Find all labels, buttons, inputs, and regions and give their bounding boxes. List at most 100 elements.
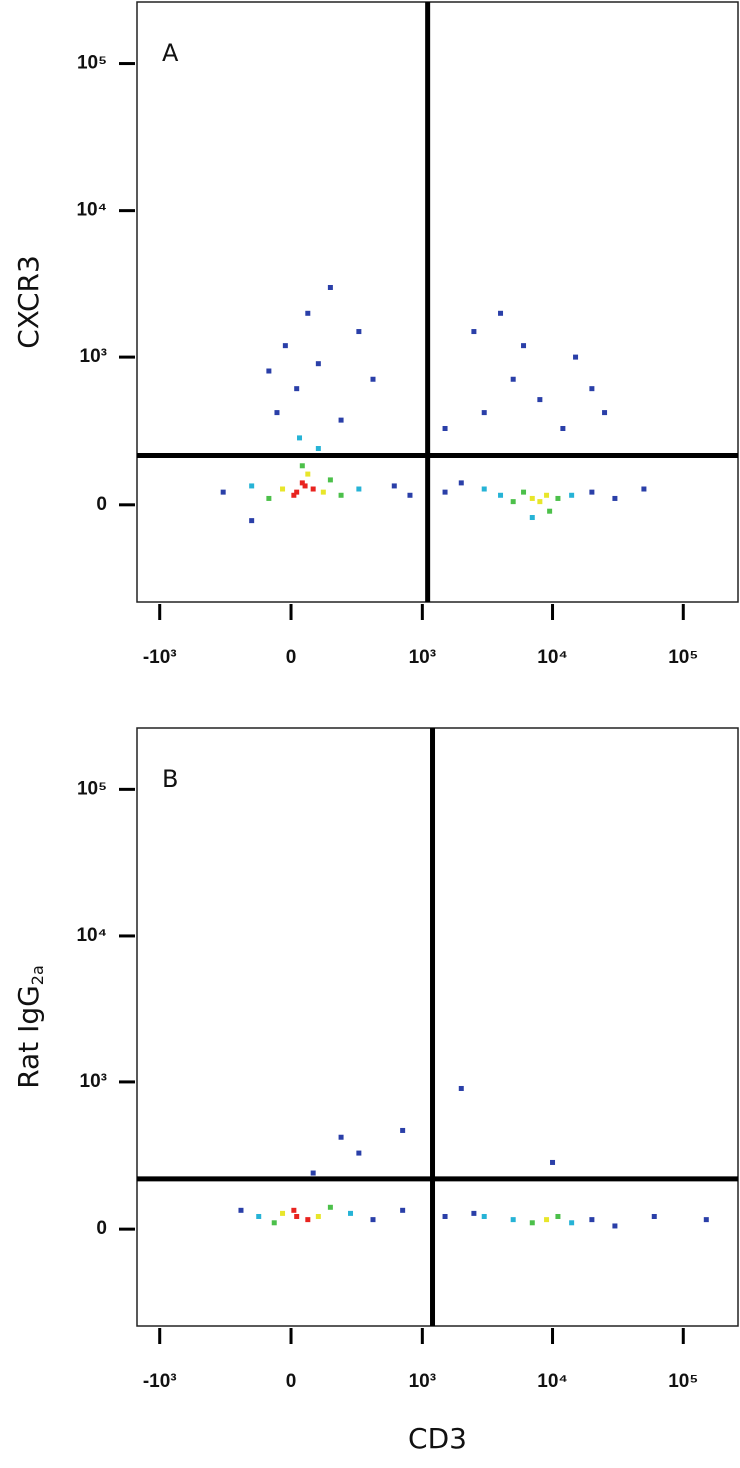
event-dot <box>471 329 477 335</box>
event-dot <box>280 1210 286 1216</box>
event-dot <box>612 1223 618 1229</box>
event-dot <box>510 1217 516 1223</box>
event-dot <box>327 1204 333 1210</box>
event-dot <box>442 425 448 431</box>
event-dot <box>356 1150 362 1156</box>
event-dot <box>481 1213 487 1219</box>
event-dot <box>370 1217 376 1223</box>
event-dot <box>589 386 595 392</box>
event-dot <box>400 1127 406 1133</box>
event-dot <box>315 361 321 367</box>
y-tick-label: 10⁴ <box>76 925 107 946</box>
event-dot <box>442 1213 448 1219</box>
x-tick-label: 10³ <box>409 647 436 668</box>
event-dot <box>338 417 344 423</box>
event-dot <box>498 492 504 498</box>
event-dot <box>271 1220 277 1226</box>
plot-frame <box>136 727 739 1327</box>
event-dot <box>315 446 321 452</box>
event-dot <box>320 489 326 495</box>
event-dot <box>521 489 527 495</box>
event-dot <box>602 410 608 416</box>
event-dot <box>703 1217 709 1223</box>
event-dot <box>458 1085 464 1091</box>
event-dot <box>537 397 543 403</box>
event-dot <box>291 492 297 498</box>
event-dot <box>400 1207 406 1213</box>
event-dot <box>391 483 397 489</box>
event-dot <box>370 376 376 382</box>
event-dot <box>521 343 527 349</box>
event-dot <box>442 489 448 495</box>
event-dot <box>555 1213 561 1219</box>
event-dot <box>589 489 595 495</box>
x-tick-label: 10³ <box>409 1371 436 1392</box>
event-dot <box>544 492 550 498</box>
event-dot <box>305 310 311 316</box>
event-dot <box>338 1134 344 1140</box>
event-dot <box>407 492 413 498</box>
event-dot <box>651 1213 657 1219</box>
x-tick-label: 10⁵ <box>668 1371 698 1392</box>
y-tick-label: 10³ <box>80 1071 107 1092</box>
event-dot <box>305 471 311 477</box>
x-tick-label: -10³ <box>143 1371 177 1392</box>
event-dot <box>481 410 487 416</box>
x-tick-label: 10⁴ <box>537 647 568 668</box>
x-axis-title: CD3 <box>408 1422 467 1455</box>
event-dot <box>310 1170 316 1176</box>
event-dot <box>299 480 305 486</box>
y-tick-label: 10⁵ <box>77 778 107 799</box>
event-dot <box>529 1220 535 1226</box>
panel-label: A <box>162 39 179 67</box>
event-dot <box>560 425 566 431</box>
event-dot <box>274 410 280 416</box>
x-tick-label: 0 <box>286 1371 297 1392</box>
event-dot <box>544 1217 550 1223</box>
event-dot <box>310 486 316 492</box>
event-dot <box>302 483 308 489</box>
y-axis-title-text: CXCR3 <box>12 255 45 349</box>
y-axis-title-subscript: 2a <box>28 965 47 985</box>
event-dot <box>481 486 487 492</box>
event-dot <box>238 1207 244 1213</box>
event-dot <box>315 1213 321 1219</box>
event-dot <box>458 480 464 486</box>
event-dot <box>249 483 255 489</box>
x-tick-label: -10³ <box>143 647 177 668</box>
y-tick-label: 10⁴ <box>76 200 107 221</box>
plot-frame <box>136 1 739 603</box>
y-tick-label: 10⁵ <box>77 53 107 74</box>
panel-label: B <box>162 765 178 793</box>
event-dot <box>547 508 553 514</box>
y-axis-title: CXCR3 <box>12 255 45 349</box>
event-dot <box>305 1217 311 1223</box>
event-dot <box>550 1159 556 1165</box>
event-dot <box>569 1220 575 1226</box>
event-dot <box>356 486 362 492</box>
event-dot <box>220 489 226 495</box>
event-dot <box>612 495 618 501</box>
event-dot <box>280 486 286 492</box>
event-dot <box>498 310 504 316</box>
event-dot <box>282 343 288 349</box>
event-dot <box>297 435 303 441</box>
event-dot <box>348 1210 354 1216</box>
event-dot <box>338 492 344 498</box>
event-dot <box>327 477 333 483</box>
event-dot <box>641 486 647 492</box>
event-dot <box>510 499 516 505</box>
event-dot <box>299 463 305 469</box>
event-dot <box>573 354 579 360</box>
event-dot <box>294 1213 300 1219</box>
event-dot <box>294 489 300 495</box>
event-dot <box>266 495 272 501</box>
event-dot <box>555 495 561 501</box>
event-dot <box>589 1217 595 1223</box>
x-tick-label: 10⁴ <box>537 1371 568 1392</box>
event-dot <box>510 376 516 382</box>
x-tick-label: 0 <box>286 647 297 668</box>
event-dot <box>294 386 300 392</box>
event-dot <box>537 499 543 505</box>
